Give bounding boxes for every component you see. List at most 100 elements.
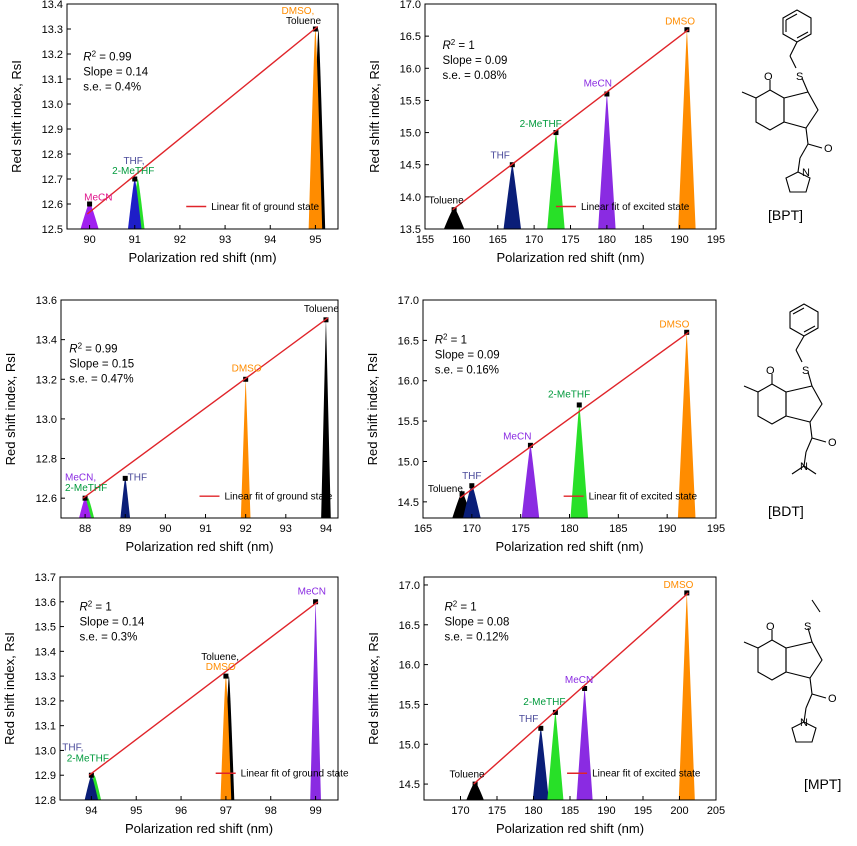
x-axis-label: Polarization red shift (nm) <box>496 821 644 836</box>
x-tick-label: 91 <box>199 523 211 535</box>
peak-label: DMSO <box>232 363 262 374</box>
stat-r2: R2 = 0.99 <box>83 49 131 63</box>
peak-dmso <box>677 332 696 518</box>
y-tick-label: 13.0 <box>36 414 57 426</box>
x-tick-label: 190 <box>597 805 615 817</box>
peak-thf <box>532 727 549 800</box>
x-tick-label: 195 <box>634 805 652 817</box>
x-tick-label: 160 <box>452 234 470 246</box>
x-tick-label: 89 <box>119 523 131 535</box>
x-tick-label: 200 <box>670 805 688 817</box>
peak-mecn <box>80 203 99 229</box>
y-axis-label: Red shift index, RsI <box>367 60 382 173</box>
x-tick-label: 90 <box>159 523 171 535</box>
data-point-2-methf <box>552 709 558 715</box>
chart-panel-6: 170 175 180 185 190 195 200 205 14.5 15.0 15.5 16.0… <box>366 576 725 836</box>
peak-2-methf <box>547 132 565 229</box>
y-tick-label: 13.3 <box>35 671 56 683</box>
peak-label: 2-MeTHF <box>523 697 565 708</box>
data-point-mecn <box>527 442 533 448</box>
y-tick-label: 12.6 <box>42 199 63 211</box>
peak-mecn <box>310 601 321 800</box>
peak-label: THF, <box>123 156 144 167</box>
peak-label: Toluene <box>304 304 339 315</box>
peak-dmso <box>308 29 323 229</box>
x-tick-label: 175 <box>561 234 579 246</box>
peak-mecn <box>79 498 92 518</box>
y-tick-label: 14.5 <box>400 160 421 172</box>
x-tick-label: 94 <box>264 234 276 246</box>
molecule-label-bdt: [BDT] <box>768 503 804 519</box>
chart-panel-3: 88 89 90 91 92 93 94 12.6 12.8 13.0 13.2 13.4 13.6 Po… <box>3 295 339 554</box>
x-axis-label: Polarization red shift (nm) <box>495 539 643 554</box>
x-tick-label: 88 <box>79 523 91 535</box>
x-tick-label: 99 <box>309 805 321 817</box>
y-tick-label: 15.0 <box>398 456 419 468</box>
y-tick-label: 15.5 <box>398 416 419 428</box>
y-tick-label: 13.5 <box>400 224 421 236</box>
peak-label: 2-MeTHF <box>67 754 109 765</box>
peak-toluene <box>321 319 331 518</box>
legend-label: Linear fit of excited state <box>589 492 698 503</box>
peak-label: Toluene, <box>201 652 239 663</box>
data-point-thf <box>132 176 138 182</box>
data-point-toluene <box>472 781 478 787</box>
peak-label: 2-MeTHF <box>112 166 154 177</box>
peak-thf <box>120 477 131 518</box>
x-tick-label: 190 <box>658 523 676 535</box>
legend-label: Linear fit of ground state <box>225 492 333 503</box>
y-tick-label: 13.1 <box>42 74 63 86</box>
data-point-thf <box>469 483 475 489</box>
x-tick-label: 180 <box>560 523 578 535</box>
peak-mecn <box>521 444 540 518</box>
data-point-mecn <box>87 201 93 207</box>
y-axis-label: Red shift index, RsI <box>3 353 18 466</box>
plot-frame <box>59 576 339 801</box>
plot-frame <box>66 3 339 230</box>
x-axis-label: Polarization red shift (nm) <box>496 250 644 265</box>
stat-r2: R2 = 1 <box>79 599 111 613</box>
peak-toluene <box>220 676 232 800</box>
y-tick-label: 13.6 <box>36 295 57 307</box>
linear-fit-line <box>459 331 690 499</box>
data-point-mecn <box>582 686 588 691</box>
stat-se: s.e. = 0.3% <box>79 631 137 643</box>
y-tick-label: 17.0 <box>400 0 421 11</box>
y-tick-label: 13.4 <box>36 335 57 347</box>
x-axis-label: Polarization red shift (nm) <box>128 250 276 265</box>
y-tick-label: 12.8 <box>42 149 63 161</box>
peak-label: 2-MeTHF <box>548 390 590 401</box>
peak-thf <box>503 164 522 229</box>
data-point-mecn <box>82 495 88 501</box>
y-tick-label: 12.9 <box>35 770 56 782</box>
x-tick-label: 170 <box>451 805 469 817</box>
peak-label: MeCN <box>584 78 612 89</box>
y-tick-label: 12.7 <box>42 174 63 186</box>
y-tick-label: 13.3 <box>42 24 63 36</box>
stat-slope: Slope = 0.09 <box>442 55 507 67</box>
x-tick-label: 91 <box>129 234 141 246</box>
stat-se: s.e. = 0.08% <box>442 70 506 82</box>
y-tick-label: 13.6 <box>35 597 56 609</box>
peak-label: 2-MeTHF <box>65 483 107 494</box>
peak-label: MeCN <box>84 192 112 203</box>
chart-panel-2: 155 160 165 170 175 180 185 190 195 13.5 14.0 14.5 1… <box>367 0 725 265</box>
x-tick-label: 170 <box>463 523 481 535</box>
data-point-mecn <box>313 599 319 605</box>
stat-slope: Slope = 0.09 <box>435 350 500 362</box>
y-tick-label: 13.0 <box>35 745 56 757</box>
peak-label: THF <box>490 150 509 161</box>
data-point-toluene <box>223 673 229 679</box>
y-tick-label: 12.6 <box>36 493 57 505</box>
stat-se: s.e. = 0.4% <box>83 81 141 93</box>
y-tick-label: 15.0 <box>399 739 420 751</box>
peak-label: DMSO <box>659 319 689 330</box>
x-tick-label: 92 <box>240 523 252 535</box>
y-tick-label: 13.2 <box>35 696 56 708</box>
data-point-dmso <box>684 27 690 33</box>
data-point-dmso <box>684 329 690 335</box>
y-tick-label: 13.1 <box>35 721 56 733</box>
x-tick-label: 90 <box>83 234 95 246</box>
y-tick-label: 13.4 <box>42 0 63 11</box>
linear-fit-line <box>452 29 689 211</box>
